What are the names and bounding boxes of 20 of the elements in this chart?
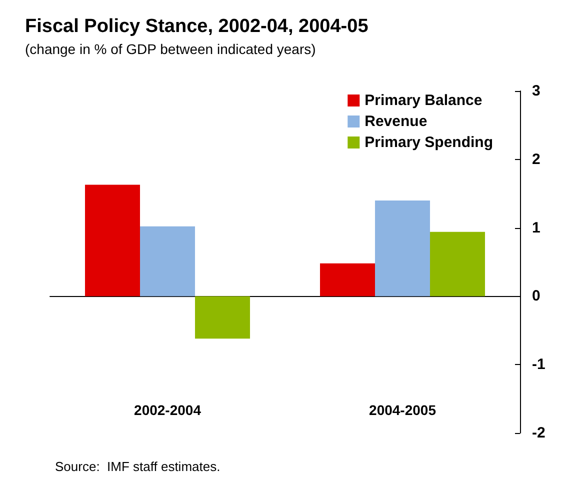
y-tick-label: 1: [532, 219, 540, 236]
y-tick-label: 2: [532, 150, 540, 168]
legend-label: Primary Balance: [364, 92, 482, 109]
y-tick-label: 3: [532, 82, 540, 100]
legend-label: Primary Spending: [364, 134, 494, 151]
bar: [195, 296, 250, 339]
bar: [85, 184, 140, 296]
legend-label: Revenue: [364, 113, 428, 130]
x-tick-label: 2002-2004: [134, 402, 202, 418]
y-tick-label: -2: [532, 424, 546, 442]
y-tick-label: 0: [532, 288, 540, 305]
x-tick-label: 2004-2005: [369, 402, 436, 418]
chart-subtitle: (change in % of GDP between indicated years): [25, 41, 316, 57]
bar: [430, 232, 485, 296]
y-tick-label: -1: [532, 356, 546, 374]
chart-title: Fiscal Policy Stance, 2002-04, 2004-05: [25, 16, 369, 37]
bar: [320, 263, 375, 296]
source-note: Source: IMF staff estimates.: [55, 459, 220, 474]
bar: [375, 200, 430, 296]
bar: [140, 226, 195, 296]
